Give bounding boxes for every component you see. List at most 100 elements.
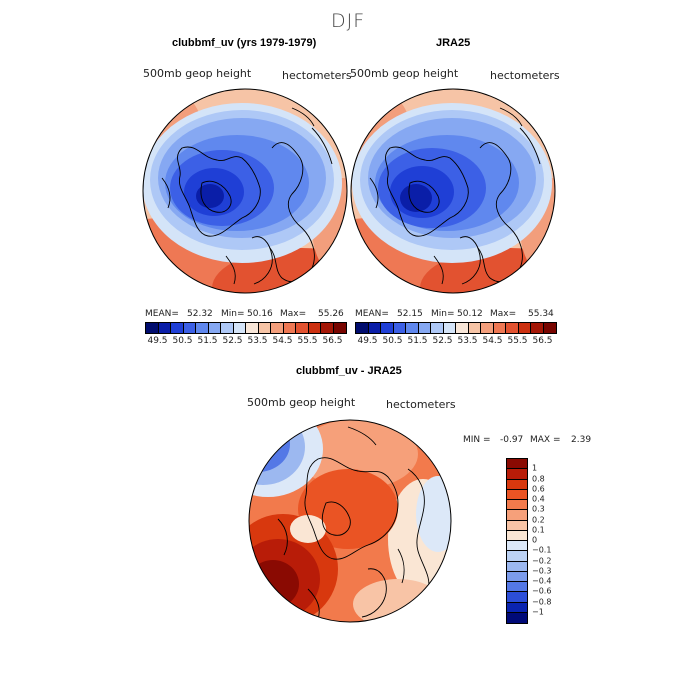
panel-3-colorbar-swatch: [507, 602, 527, 613]
panel-2-map: [350, 88, 556, 294]
panel-1-colorbar-swatch: [208, 323, 221, 333]
panel-3-colorbar-tick-label: 0.2: [532, 515, 545, 524]
panel-1-max-value: 55.26: [318, 309, 344, 319]
panel-2-colorbar-swatch: [418, 323, 431, 333]
panel-3-units: hectometers: [386, 398, 456, 411]
panel-1-colorbar-ticks: 49.5 50.5 51.5 52.5 53.5 54.5 55.5 56.5: [145, 336, 345, 348]
panel-3-colorbar-swatch: [507, 530, 527, 541]
panel-2-colorbar-swatch: [468, 323, 481, 333]
panel-3-colorbar: [506, 458, 528, 624]
panel-3-colorbar-swatch: [507, 582, 527, 593]
panel-3-map: [248, 419, 452, 623]
panel-1-units: hectometers: [282, 69, 352, 82]
panel-3-colorbar-tick-label: −0.3: [532, 566, 552, 576]
panel-3-colorbar-swatch: [507, 561, 527, 572]
panel-1-colorbar-swatch: [271, 323, 284, 333]
panel-2-colorbar-swatch: [481, 323, 494, 333]
panel-3-title: clubbmf_uv - JRA25: [296, 365, 402, 377]
panel-2-mean-value: 52.15: [397, 309, 423, 319]
panel-2-colorbar-tick-label: 51.5: [407, 336, 428, 346]
panel-1-max-label: Max=: [280, 309, 307, 319]
panel-1-colorbar: [145, 322, 347, 334]
panel-2-colorbar-swatch: [406, 323, 419, 333]
panel-1-variable: 500mb geop height: [143, 67, 252, 80]
panel-3-colorbar-swatch: [507, 510, 527, 521]
panel-2-mean-label: MEAN=: [355, 309, 389, 319]
panel-1-colorbar-swatch: [308, 323, 321, 333]
panel-2-colorbar-tick-label: 55.5: [507, 336, 528, 346]
panel-2-colorbar-swatch: [443, 323, 456, 333]
panel-1-colorbar-swatch: [233, 323, 246, 333]
panel-3-colorbar-ticks: 1 0.8 0.6 0.4 0.3 0.2 0.1 0 −0.1 −0.2 −0.3 −0.4 −0.6…: [532, 458, 572, 622]
panel-2-colorbar-tick-label: 49.5: [357, 336, 378, 346]
panel-2-colorbar-tick-label: 53.5: [457, 336, 478, 346]
panel-1-title: clubbmf_uv (yrs 1979-1979): [172, 37, 317, 49]
panel-3-colorbar-tick-label: −0.1: [532, 545, 552, 555]
panel-3-colorbar-tick-label: 0.6: [532, 484, 545, 494]
panel-1-mean-value: 52.32: [187, 309, 213, 319]
panel-1-colorbar-tick-label: 51.5: [197, 336, 218, 346]
panel-1-colorbar-swatch: [183, 323, 196, 333]
panel-3-colorbar-tick-label: −0.4: [532, 576, 552, 586]
panel-1-colorbar-swatch: [158, 323, 171, 333]
panel-1-colorbar-swatch: [296, 323, 309, 333]
panel-3-max-value: 2.39: [571, 435, 592, 445]
panel-3-min-value: -0.97: [500, 435, 524, 445]
panel-2-colorbar-ticks: 49.5 50.5 51.5 52.5 53.5 54.5 55.5 56.5: [355, 336, 555, 348]
figure-title: DJF: [331, 10, 366, 32]
panel-3-colorbar-swatch: [507, 592, 527, 603]
panel-1-min-value: 50.16: [247, 309, 273, 319]
panel-3-max-label: MAX =: [530, 435, 561, 445]
panel-2-colorbar-tick-label: 50.5: [382, 336, 403, 346]
panel-3-colorbar-swatch: [507, 541, 527, 552]
panel-1-colorbar-tick-label: 54.5: [272, 336, 293, 346]
panel-3-colorbar-swatch: [507, 489, 527, 500]
panel-2-colorbar-swatch: [531, 323, 544, 333]
panel-3-colorbar-tick-label: −1: [532, 607, 544, 617]
panel-1-colorbar-swatch: [221, 323, 234, 333]
panel-2-colorbar-swatch: [393, 323, 406, 333]
panel-2-colorbar-swatch: [493, 323, 506, 333]
panel-1-min-label: Min=: [221, 309, 245, 319]
panel-1-colorbar-tick-label: 52.5: [222, 336, 243, 346]
panel-1-colorbar-swatch: [258, 323, 271, 333]
panel-1-colorbar-tick-label: 50.5: [172, 336, 193, 346]
panel-3-variable: 500mb geop height: [247, 396, 356, 409]
panel-2-variable: 500mb geop height: [350, 67, 459, 80]
panel-2-colorbar-swatch: [368, 323, 381, 333]
panel-2-units: hectometers: [490, 69, 560, 82]
panel-3-colorbar-swatch: [507, 612, 527, 623]
panel-2-colorbar: [355, 322, 557, 334]
panel-1-colorbar-tick-label: 55.5: [297, 336, 318, 346]
panel-2-colorbar-swatch: [431, 323, 444, 333]
panel-2-colorbar-swatch: [543, 323, 556, 333]
panel-3-colorbar-tick-label: −0.2: [532, 556, 552, 565]
panel-2-colorbar-swatch: [456, 323, 469, 333]
panel-2-colorbar-swatch: [381, 323, 394, 333]
panel-3-colorbar-tick-label: 0.8: [532, 474, 545, 483]
panel-3-colorbar-tick-label: 0: [532, 535, 538, 545]
panel-3-colorbar-swatch: [507, 551, 527, 562]
panel-1-colorbar-tick-label: 56.5: [322, 336, 343, 346]
panel-3-colorbar-tick-label: −0.6: [532, 586, 552, 596]
panel-2-max-label: Max=: [490, 309, 517, 319]
panel-1-colorbar-swatch: [283, 323, 296, 333]
panel-3-colorbar-swatch: [507, 500, 527, 511]
panel-2-colorbar-tick-label: 52.5: [432, 336, 453, 346]
panel-2-colorbar-swatch: [506, 323, 519, 333]
panel-2-colorbar-tick-label: 54.5: [482, 336, 503, 346]
panel-3-colorbar-swatch: [507, 459, 527, 470]
panel-1-colorbar-tick-label: 49.5: [147, 336, 168, 346]
panel-2-title: JRA25: [436, 37, 471, 49]
panel-3-colorbar-swatch: [507, 469, 527, 480]
panel-3-colorbar-swatch: [507, 571, 527, 582]
panel-2-colorbar-swatch: [518, 323, 531, 333]
panel-1-colorbar-swatch: [321, 323, 334, 333]
panel-1-colorbar-swatch: [146, 323, 159, 333]
panel-2-max-value: 55.34: [528, 309, 554, 319]
panel-3-colorbar-swatch: [507, 479, 527, 490]
panel-3-colorbar-tick-label: −0.8: [532, 597, 552, 606]
panel-1-colorbar-swatch: [171, 323, 184, 333]
panel-2-colorbar-tick-label: 56.5: [532, 336, 553, 346]
panel-1-mean-label: MEAN=: [145, 309, 179, 319]
